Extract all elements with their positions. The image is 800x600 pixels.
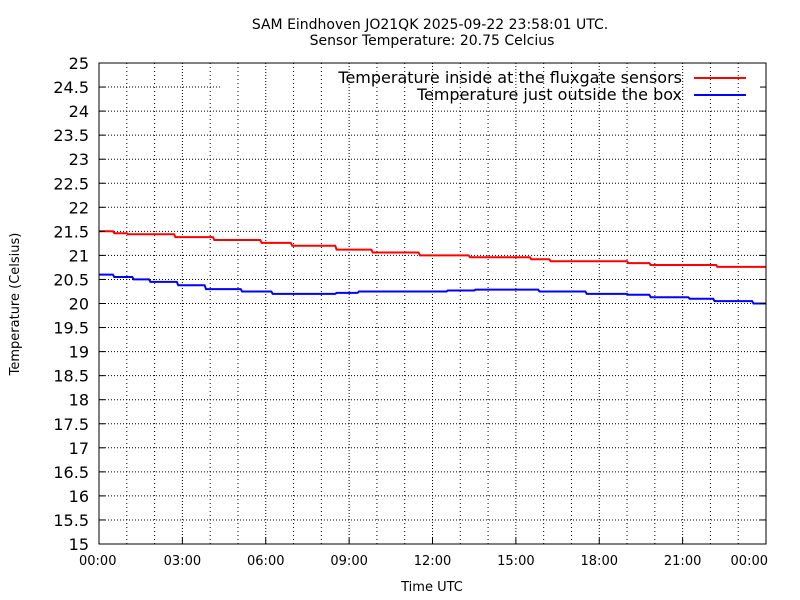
x-tick-label: 00:00 [731, 554, 768, 569]
y-tick-label: 21.5 [53, 222, 89, 241]
y-tick-label: 16 [69, 487, 89, 506]
y-tick-label: 24.5 [53, 78, 89, 97]
y-tick-label: 15.5 [53, 511, 89, 530]
y-tick-label: 15 [69, 535, 89, 554]
x-tick-label: 03:00 [164, 554, 201, 569]
y-tick-label: 16.5 [53, 463, 89, 482]
y-tick-label: 22.5 [53, 174, 89, 193]
x-tick-label: 15:00 [497, 554, 534, 569]
x-tick-label: 06:00 [247, 554, 284, 569]
x-tick-label: 09:00 [330, 554, 367, 569]
legend-label-inside: Temperature inside at the fluxgate senso… [337, 68, 682, 87]
series-line-0 [99, 230, 766, 268]
y-tick-label: 18.5 [53, 367, 89, 386]
series-line-1 [99, 273, 766, 305]
x-axis: 00:00 03:00 06:00 09:00 12:00 15:00 18:00 21:00… [79, 538, 768, 569]
y-tick-label: 20.5 [53, 270, 89, 289]
x-tick-label: 18:00 [581, 554, 618, 569]
y-tick-label: 22 [69, 198, 89, 217]
y-tick-label: 20 [69, 295, 89, 314]
y-tick-label: 18 [69, 391, 89, 410]
x-tick-label: 21:00 [664, 554, 701, 569]
y-tick-label: 25 [69, 54, 89, 73]
x-tick-label: 00:00 [79, 554, 116, 569]
y-tick-label: 24 [69, 102, 89, 121]
y-axis: 15 15.5 16 16.5 17 17.5 18 18.5 19 19.5 20 20.5 21 21… [53, 54, 766, 554]
y-tick-label: 21 [69, 246, 89, 265]
y-tick-label: 19 [69, 343, 89, 362]
x-axis-label: Time UTC [400, 580, 463, 595]
y-tick-label: 23.5 [53, 126, 89, 145]
chart-subtitle: Sensor Temperature: 20.75 Celcius [310, 33, 555, 49]
legend: Temperature inside at the fluxgate senso… [337, 68, 746, 104]
y-tick-label: 17 [69, 439, 89, 458]
chart-title: SAM Eindhoven JO21QK 2025-09-22 23:58:01… [252, 17, 608, 33]
y-tick-label: 19.5 [53, 319, 89, 338]
series-layer [99, 230, 766, 305]
y-axis-label: Temperature (Celsius) [8, 233, 23, 377]
grid [99, 63, 766, 544]
y-tick-label: 17.5 [53, 415, 89, 434]
legend-label-outside: Temperature just outside the box [416, 85, 682, 104]
y-tick-label: 23 [69, 150, 89, 169]
x-tick-label: 12:00 [414, 554, 451, 569]
